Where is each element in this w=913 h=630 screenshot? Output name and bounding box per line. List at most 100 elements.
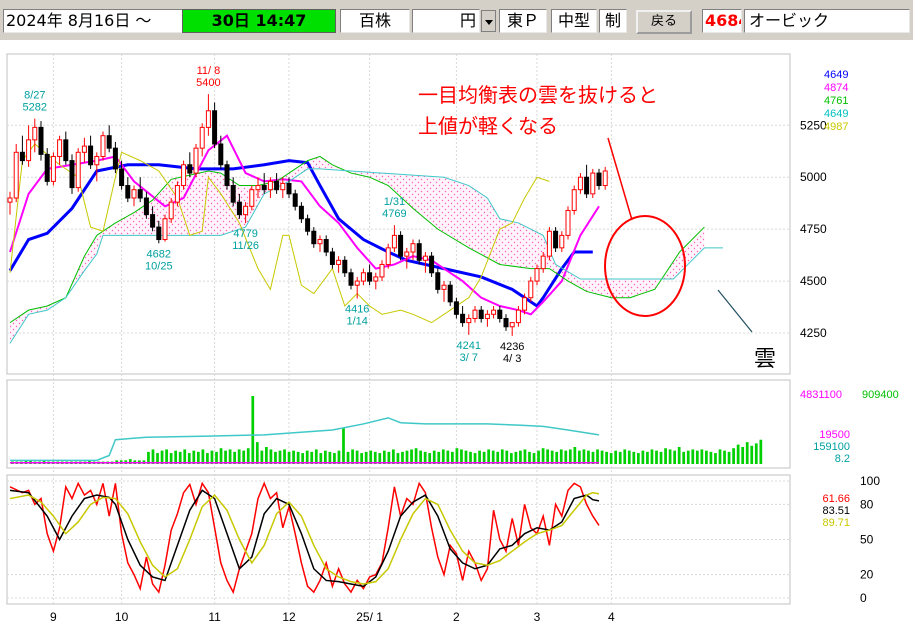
candle-body xyxy=(261,185,267,191)
candle-body xyxy=(156,226,162,241)
volume-bar xyxy=(641,450,645,464)
volume-bar xyxy=(333,453,336,464)
candle-body xyxy=(391,234,397,249)
candle-body xyxy=(143,197,149,216)
volume-bar xyxy=(147,451,150,464)
candle-body xyxy=(484,313,490,319)
candle-body xyxy=(131,189,137,199)
volume-bar xyxy=(342,427,345,464)
x-tick-label: 9 xyxy=(50,610,57,624)
volume-bar xyxy=(187,453,191,464)
volume-bar xyxy=(523,449,527,464)
candle-body xyxy=(230,185,236,203)
volume-bar xyxy=(519,450,522,464)
candle-body xyxy=(379,263,385,278)
market-field: 東Ｐ xyxy=(499,9,547,33)
price-tick-label: 4500 xyxy=(800,274,827,288)
volume-bar xyxy=(537,450,540,464)
candle-body xyxy=(447,284,453,303)
trough-label-price: 4779 xyxy=(233,228,257,240)
oscillator-tick-label: 50 xyxy=(860,533,874,547)
volume-bar xyxy=(646,451,649,464)
volume-bar xyxy=(414,448,418,464)
candle-body xyxy=(460,313,466,324)
axes: 5250 5000 4750 4500 4250 100 80 50 20 0 9 10 11 12 25/… xyxy=(50,118,880,624)
stock-code-input[interactable]: 4684 xyxy=(702,9,742,33)
volume-bar xyxy=(428,453,432,464)
price-tick-label: 5000 xyxy=(800,170,827,184)
candle-body xyxy=(422,255,428,261)
candle-body xyxy=(286,182,292,195)
volume-bar xyxy=(668,449,672,464)
margin-type-field: 制 xyxy=(599,9,627,33)
candle-body xyxy=(534,268,540,282)
volume-bar xyxy=(627,450,631,464)
volume-bar xyxy=(346,451,350,464)
volume-sublegend-value: 19500 xyxy=(819,429,850,441)
candle-body xyxy=(125,185,131,199)
volume-bar xyxy=(355,450,359,464)
volume-bar xyxy=(714,453,717,464)
volume-bar xyxy=(478,450,481,464)
candle-body xyxy=(150,214,156,228)
chevron-down-icon[interactable] xyxy=(481,10,496,32)
candle-body xyxy=(255,185,261,191)
price-legend-value: 4874 xyxy=(824,82,848,94)
volume-bar xyxy=(709,451,713,464)
volume-bar xyxy=(491,450,495,464)
volume-bar xyxy=(623,449,627,464)
volume-bar xyxy=(600,450,604,464)
candle-body xyxy=(112,147,118,170)
volume-bar xyxy=(618,451,622,464)
cloud-pointer-line xyxy=(717,289,753,333)
candle-body xyxy=(187,164,193,174)
date-range-field[interactable]: 2024年 8月16日 ～ xyxy=(3,9,184,33)
candle-body xyxy=(342,259,348,274)
candle-body xyxy=(298,205,304,220)
volume-bar xyxy=(151,449,155,464)
candle-body xyxy=(199,126,205,149)
price-unit-select[interactable]: 円 xyxy=(412,9,480,33)
candle-body xyxy=(174,185,180,203)
volume-bar xyxy=(578,450,581,464)
candle-body xyxy=(546,230,552,257)
candle-body xyxy=(329,251,335,265)
x-tick-label: 3 xyxy=(534,610,541,624)
stock-chart: 5250 5000 4750 4500 4250 100 80 50 20 0 9 10 11 12 25/… xyxy=(0,40,913,630)
back-button[interactable]: 戻る xyxy=(636,10,692,34)
volume-bar xyxy=(546,449,549,464)
candle-body xyxy=(565,209,571,236)
candle-body xyxy=(280,182,286,191)
candle-body xyxy=(416,243,422,261)
candle-body xyxy=(596,172,602,187)
volume-bar xyxy=(514,451,518,464)
volume-bar xyxy=(541,448,545,464)
trough-label-date: 4/ 3 xyxy=(503,353,521,365)
volume-bar xyxy=(228,449,232,464)
candle-body xyxy=(385,247,391,265)
candle-body xyxy=(509,322,515,328)
annotation-text-line-1: 一目均衡表の雲を抜けると xyxy=(418,84,658,107)
volume-bar xyxy=(473,453,477,464)
candle-body xyxy=(311,230,317,245)
candle-body xyxy=(193,147,199,174)
peak-label-date: 1/31 xyxy=(384,196,405,208)
candle-body xyxy=(137,189,143,199)
candle-body xyxy=(236,201,242,216)
volume-line-0 xyxy=(10,417,600,462)
candle-body xyxy=(224,164,230,187)
oscillator-tick-label: 100 xyxy=(860,474,880,488)
candle-body xyxy=(181,164,187,187)
volume-bar xyxy=(305,450,309,464)
volume-bar xyxy=(587,450,590,464)
candle-body xyxy=(205,110,211,128)
candle-body xyxy=(305,218,311,232)
candle-body xyxy=(466,317,472,324)
candle-body xyxy=(435,272,441,290)
peak-label-price: 5400 xyxy=(196,77,220,89)
grid xyxy=(6,53,791,605)
volume-bar xyxy=(555,451,559,464)
candle-body xyxy=(243,205,249,216)
unit-field[interactable]: 百株 xyxy=(340,9,410,33)
candle-body xyxy=(571,189,577,211)
